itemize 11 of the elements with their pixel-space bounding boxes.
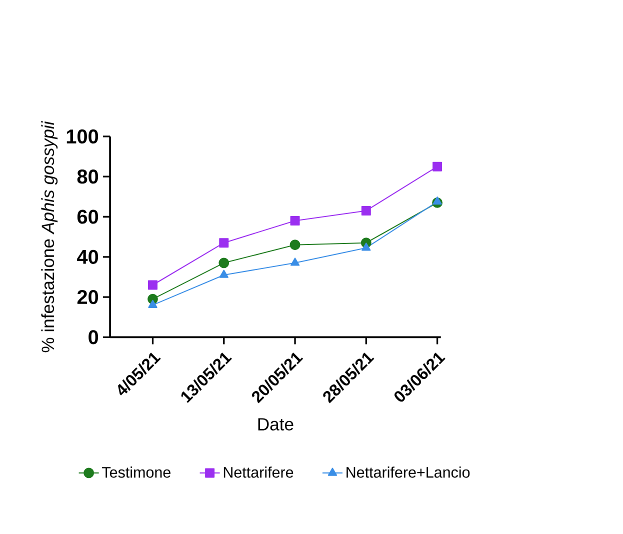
legend-label: Nettarifere+Lancio xyxy=(346,466,470,478)
y-axis-title: % infestazione Aphis gossypii xyxy=(41,120,58,352)
x-axis-title: Date xyxy=(258,418,294,431)
y-tick-label: 40 xyxy=(77,250,98,264)
y-tick-label: 20 xyxy=(77,290,98,304)
legend-label: Testimone xyxy=(102,466,170,478)
y-tick-label: 0 xyxy=(88,330,98,344)
legend-label: Nettarifere xyxy=(224,466,294,478)
y-tick-label: 60 xyxy=(77,210,98,224)
y-tick-label: 100 xyxy=(66,129,98,144)
y-tick-label: 80 xyxy=(77,170,98,184)
